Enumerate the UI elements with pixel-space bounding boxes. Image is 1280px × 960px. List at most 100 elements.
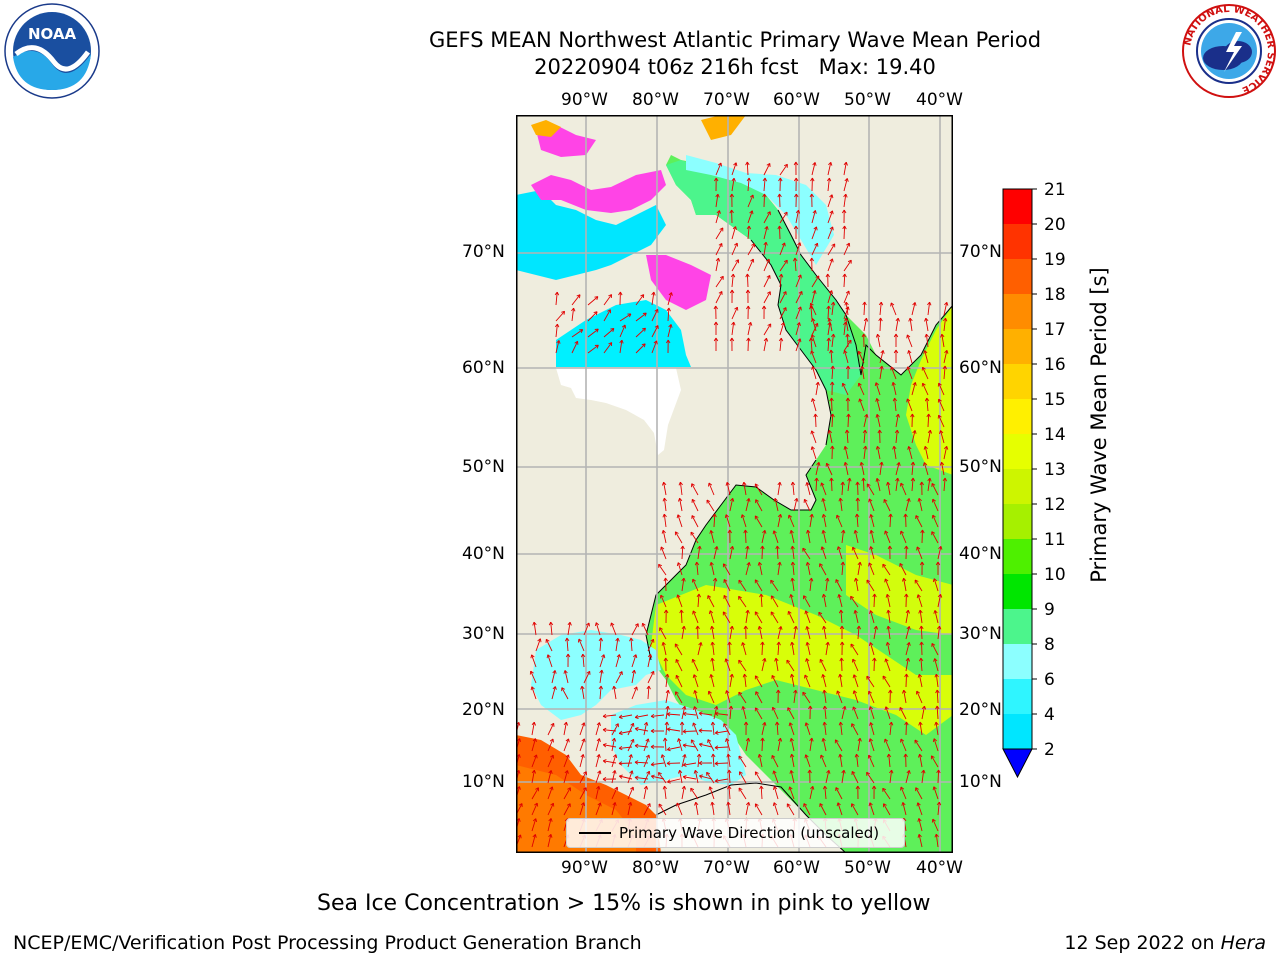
wave-arrow-head [724, 658, 729, 663]
wave-arrow-head [884, 578, 889, 583]
wave-arrow-head [904, 545, 909, 550]
wave-arrow [895, 478, 899, 492]
wave-arrow-head [903, 753, 908, 758]
wave-arrow [868, 690, 875, 704]
wave-arrow-head [822, 625, 827, 630]
wave-arrow [711, 802, 715, 816]
wave-arrow-head [861, 333, 866, 338]
wave-arrow-head [693, 706, 698, 711]
wave-arrow [761, 722, 766, 736]
wave-arrow-head [552, 686, 557, 690]
wave-arrow-head [659, 594, 664, 599]
wave-arrow-head [654, 325, 659, 330]
wave-arrow [902, 802, 907, 816]
wave-arrow [681, 578, 685, 592]
wave-arrow-head [579, 329, 584, 333]
wave-arrow [790, 738, 795, 752]
wave-arrow-head [777, 513, 783, 518]
wave-arrow [850, 596, 859, 608]
wave-arrow-head [853, 529, 858, 534]
wave-arrow-head [868, 498, 873, 503]
lat-label: 50°N [462, 457, 505, 477]
wave-arrow [887, 610, 891, 624]
wave-arrow-head [780, 322, 786, 327]
wave-arrow-head [919, 625, 924, 630]
wave-arrow [635, 327, 646, 338]
colorbar-tick-label: 18 [1044, 285, 1066, 305]
colorbar-tick-label: 8 [1044, 635, 1055, 655]
wave-arrow [603, 342, 613, 354]
wave-arrow [831, 302, 834, 316]
wave-arrow-head [821, 513, 827, 518]
wave-arrow [843, 306, 849, 320]
wave-arrow-head [927, 477, 932, 482]
wave-arrow [595, 754, 600, 768]
wave-arrow [843, 259, 852, 272]
wave-arrow [886, 642, 891, 656]
wave-arrow-head [665, 689, 670, 694]
wave-arrow [811, 162, 816, 176]
wave-arrow [843, 242, 850, 256]
wave-arrow [579, 787, 587, 800]
wave-arrow-head [732, 226, 737, 231]
wave-arrow-head [942, 365, 948, 370]
wave-arrow [563, 754, 570, 768]
map-panel [516, 115, 953, 853]
wave-arrow [879, 366, 883, 380]
wave-arrow-head [690, 739, 695, 744]
wave-arrow [725, 738, 731, 752]
wave-arrow-head [809, 257, 814, 262]
wave-arrow-head [793, 689, 798, 694]
wave-arrow [809, 786, 814, 800]
wave-arrow-head [662, 513, 667, 518]
wave-arrow [923, 462, 929, 476]
wave-arrow-head [852, 706, 857, 711]
wave-arrow [943, 477, 946, 492]
wave-arrow [763, 242, 767, 256]
wave-arrow-head [921, 769, 926, 774]
wave-arrow [788, 514, 795, 528]
wave-arrow-head [875, 413, 880, 418]
wave-arrow [754, 611, 763, 624]
wave-arrow-head [660, 754, 665, 759]
colorbar-segment [1003, 189, 1032, 224]
wave-arrow [643, 722, 648, 736]
wave-arrow [940, 430, 945, 444]
wave-arrow-head [842, 273, 847, 278]
wave-arrow [729, 706, 732, 720]
wave-arrow [830, 349, 833, 364]
wave-arrow [692, 578, 699, 592]
wave-arrow [773, 802, 779, 816]
wave-arrow [851, 771, 859, 784]
wave-arrow [810, 305, 813, 320]
wave-arrow-head [829, 397, 834, 402]
wave-arrow [643, 771, 650, 784]
wave-arrow [579, 771, 587, 784]
wave-arrow-head [710, 721, 716, 726]
wave-arrow-head [819, 803, 824, 808]
wave-arrow [547, 654, 553, 668]
wave-arrow [845, 302, 849, 316]
wave-arrow-head [630, 738, 635, 743]
wave-arrow-head [931, 514, 936, 519]
wave-arrow-head [662, 737, 668, 742]
wave-arrow [758, 626, 763, 640]
wave-arrow-head [884, 706, 889, 711]
wave-arrow [738, 691, 747, 704]
wave-arrow-head [840, 641, 845, 646]
colorbar-title: Primary Wave Mean Period [s] [1087, 267, 1111, 583]
wave-arrow-head [548, 833, 553, 838]
wave-arrow-head [698, 711, 703, 716]
wave-arrow [727, 802, 731, 816]
wave-arrow [802, 691, 811, 704]
wave-arrow [890, 302, 897, 316]
wave-arrow [566, 637, 569, 652]
colorbar-segment [1003, 609, 1032, 644]
wave-arrow-head [885, 641, 891, 646]
wave-arrow [755, 803, 763, 816]
wave-arrow-head [718, 243, 723, 247]
wave-arrow [535, 638, 541, 652]
colorbar-tick-label: 20 [1044, 215, 1066, 235]
chart-title: GEFS MEAN Northwest Atlantic Primary Wav… [428, 28, 1042, 52]
wave-arrow-head [535, 787, 539, 792]
